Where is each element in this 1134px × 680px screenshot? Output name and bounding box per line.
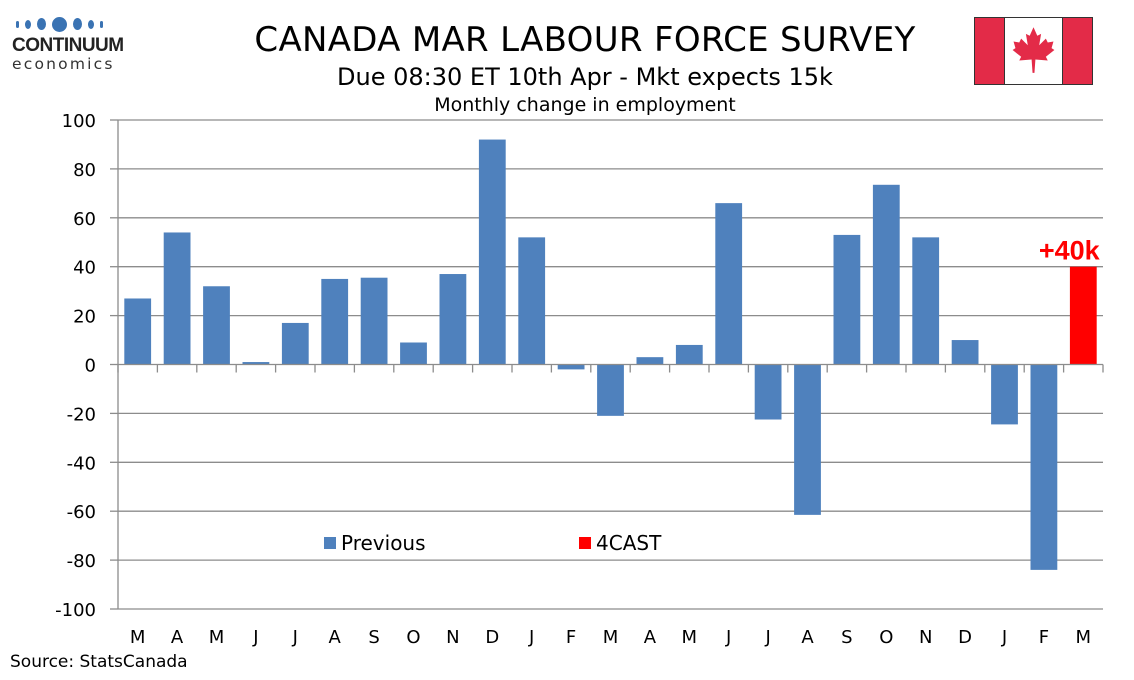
bar-previous — [912, 237, 940, 365]
bar-previous — [439, 274, 467, 365]
logo-subtitle: economics — [12, 55, 115, 73]
bar-previous — [675, 344, 703, 365]
flag-right-band — [1063, 18, 1092, 84]
x-tick-label: J — [292, 627, 298, 648]
bar-previous — [242, 362, 270, 365]
y-tick-label: -40 — [67, 453, 96, 474]
x-tick-label: F — [1039, 627, 1049, 648]
x-tick-label: J — [1001, 627, 1007, 648]
axes — [110, 119, 1104, 610]
bar-previous — [833, 234, 861, 365]
page-subtitle: Due 08:30 ET 10th Apr - Mkt expects 15k — [337, 63, 833, 91]
x-tick-label: M — [130, 627, 146, 648]
x-tick-label: M — [603, 627, 619, 648]
bar-previous — [636, 357, 664, 365]
bars — [124, 139, 1097, 570]
y-tick-label: 0 — [85, 356, 96, 377]
x-tick-label: J — [252, 627, 258, 648]
logo-name: CONTINUUM — [12, 35, 124, 56]
y-tick-label: 80 — [73, 160, 96, 181]
x-tick-label: F — [566, 627, 576, 648]
bar-previous — [872, 184, 900, 365]
annotations: +40k — [1039, 236, 1101, 266]
chart-subtitle: Monthly change in employment — [434, 94, 736, 116]
x-tick-label: N — [446, 627, 459, 648]
y-tick-labels: 100 80 60 40 20 0 -20 -40 -60 -80 -100 — [55, 111, 96, 621]
legend-label-4cast: 4CAST — [596, 531, 662, 555]
source-note: Source: StatsCanada — [10, 652, 188, 672]
bar-previous — [124, 298, 152, 365]
y-tick-label: -60 — [67, 502, 96, 523]
bar-previous — [163, 232, 191, 365]
x-tick-label: A — [644, 627, 657, 648]
x-tick-label: N — [919, 627, 932, 648]
bar-previous — [203, 286, 230, 365]
legend-swatch-4cast — [579, 537, 591, 549]
bar-previous — [597, 364, 624, 416]
bar-previous — [360, 277, 388, 365]
x-tick-label: S — [841, 627, 852, 648]
x-tick-label: M — [1076, 627, 1092, 648]
flag-left-band — [975, 18, 1004, 84]
x-tick-label: S — [368, 627, 379, 648]
x-tick-label: O — [406, 627, 420, 648]
bar-previous — [991, 364, 1018, 425]
bar-4cast — [1069, 266, 1097, 365]
x-tick-label: A — [171, 627, 184, 648]
y-tick-label: -100 — [55, 600, 96, 621]
canada-flag-icon — [974, 17, 1093, 85]
y-tick-label: -20 — [67, 404, 96, 425]
y-tick-label: 20 — [73, 307, 96, 328]
bar-previous — [478, 139, 506, 365]
bar-previous — [951, 340, 979, 365]
legend-swatch-previous — [324, 537, 336, 549]
x-tick-label: M — [682, 627, 698, 648]
y-tick-label: -80 — [67, 551, 96, 572]
x-tick-label: A — [801, 627, 814, 648]
bar-previous — [281, 322, 309, 365]
x-tick-label: J — [764, 627, 770, 648]
y-tick-label: 40 — [73, 258, 96, 279]
bar-previous — [794, 364, 821, 515]
gridlines — [118, 119, 1103, 610]
bar-previous — [754, 364, 782, 420]
y-tick-label: 60 — [73, 209, 96, 230]
legend-label-previous: Previous — [341, 531, 426, 555]
flag-center — [1004, 18, 1063, 84]
x-tick-label: M — [209, 627, 225, 648]
bar-previous — [557, 364, 585, 370]
x-tick-label: D — [958, 627, 972, 648]
x-tick-label: O — [879, 627, 893, 648]
page-title: CANADA MAR LABOUR FORCE SURVEY — [254, 20, 916, 60]
forecast-value-label: +40k — [1039, 236, 1101, 266]
bar-previous — [518, 237, 546, 365]
bar-previous — [715, 203, 743, 365]
continuum-logo: CONTINUUM economics — [12, 14, 132, 72]
legend: Previous 4CAST — [324, 531, 662, 555]
y-tick-label: 100 — [62, 111, 96, 132]
bar-previous — [400, 342, 427, 365]
x-tick-label: J — [725, 627, 731, 648]
maple-leaf-icon — [1012, 27, 1055, 73]
bar-previous — [1030, 364, 1058, 570]
x-tick-label: A — [329, 627, 342, 648]
x-tick-label: D — [485, 627, 499, 648]
x-tick-label: J — [528, 627, 534, 648]
bar-previous — [321, 278, 349, 365]
logo-dots-icon — [16, 14, 132, 34]
